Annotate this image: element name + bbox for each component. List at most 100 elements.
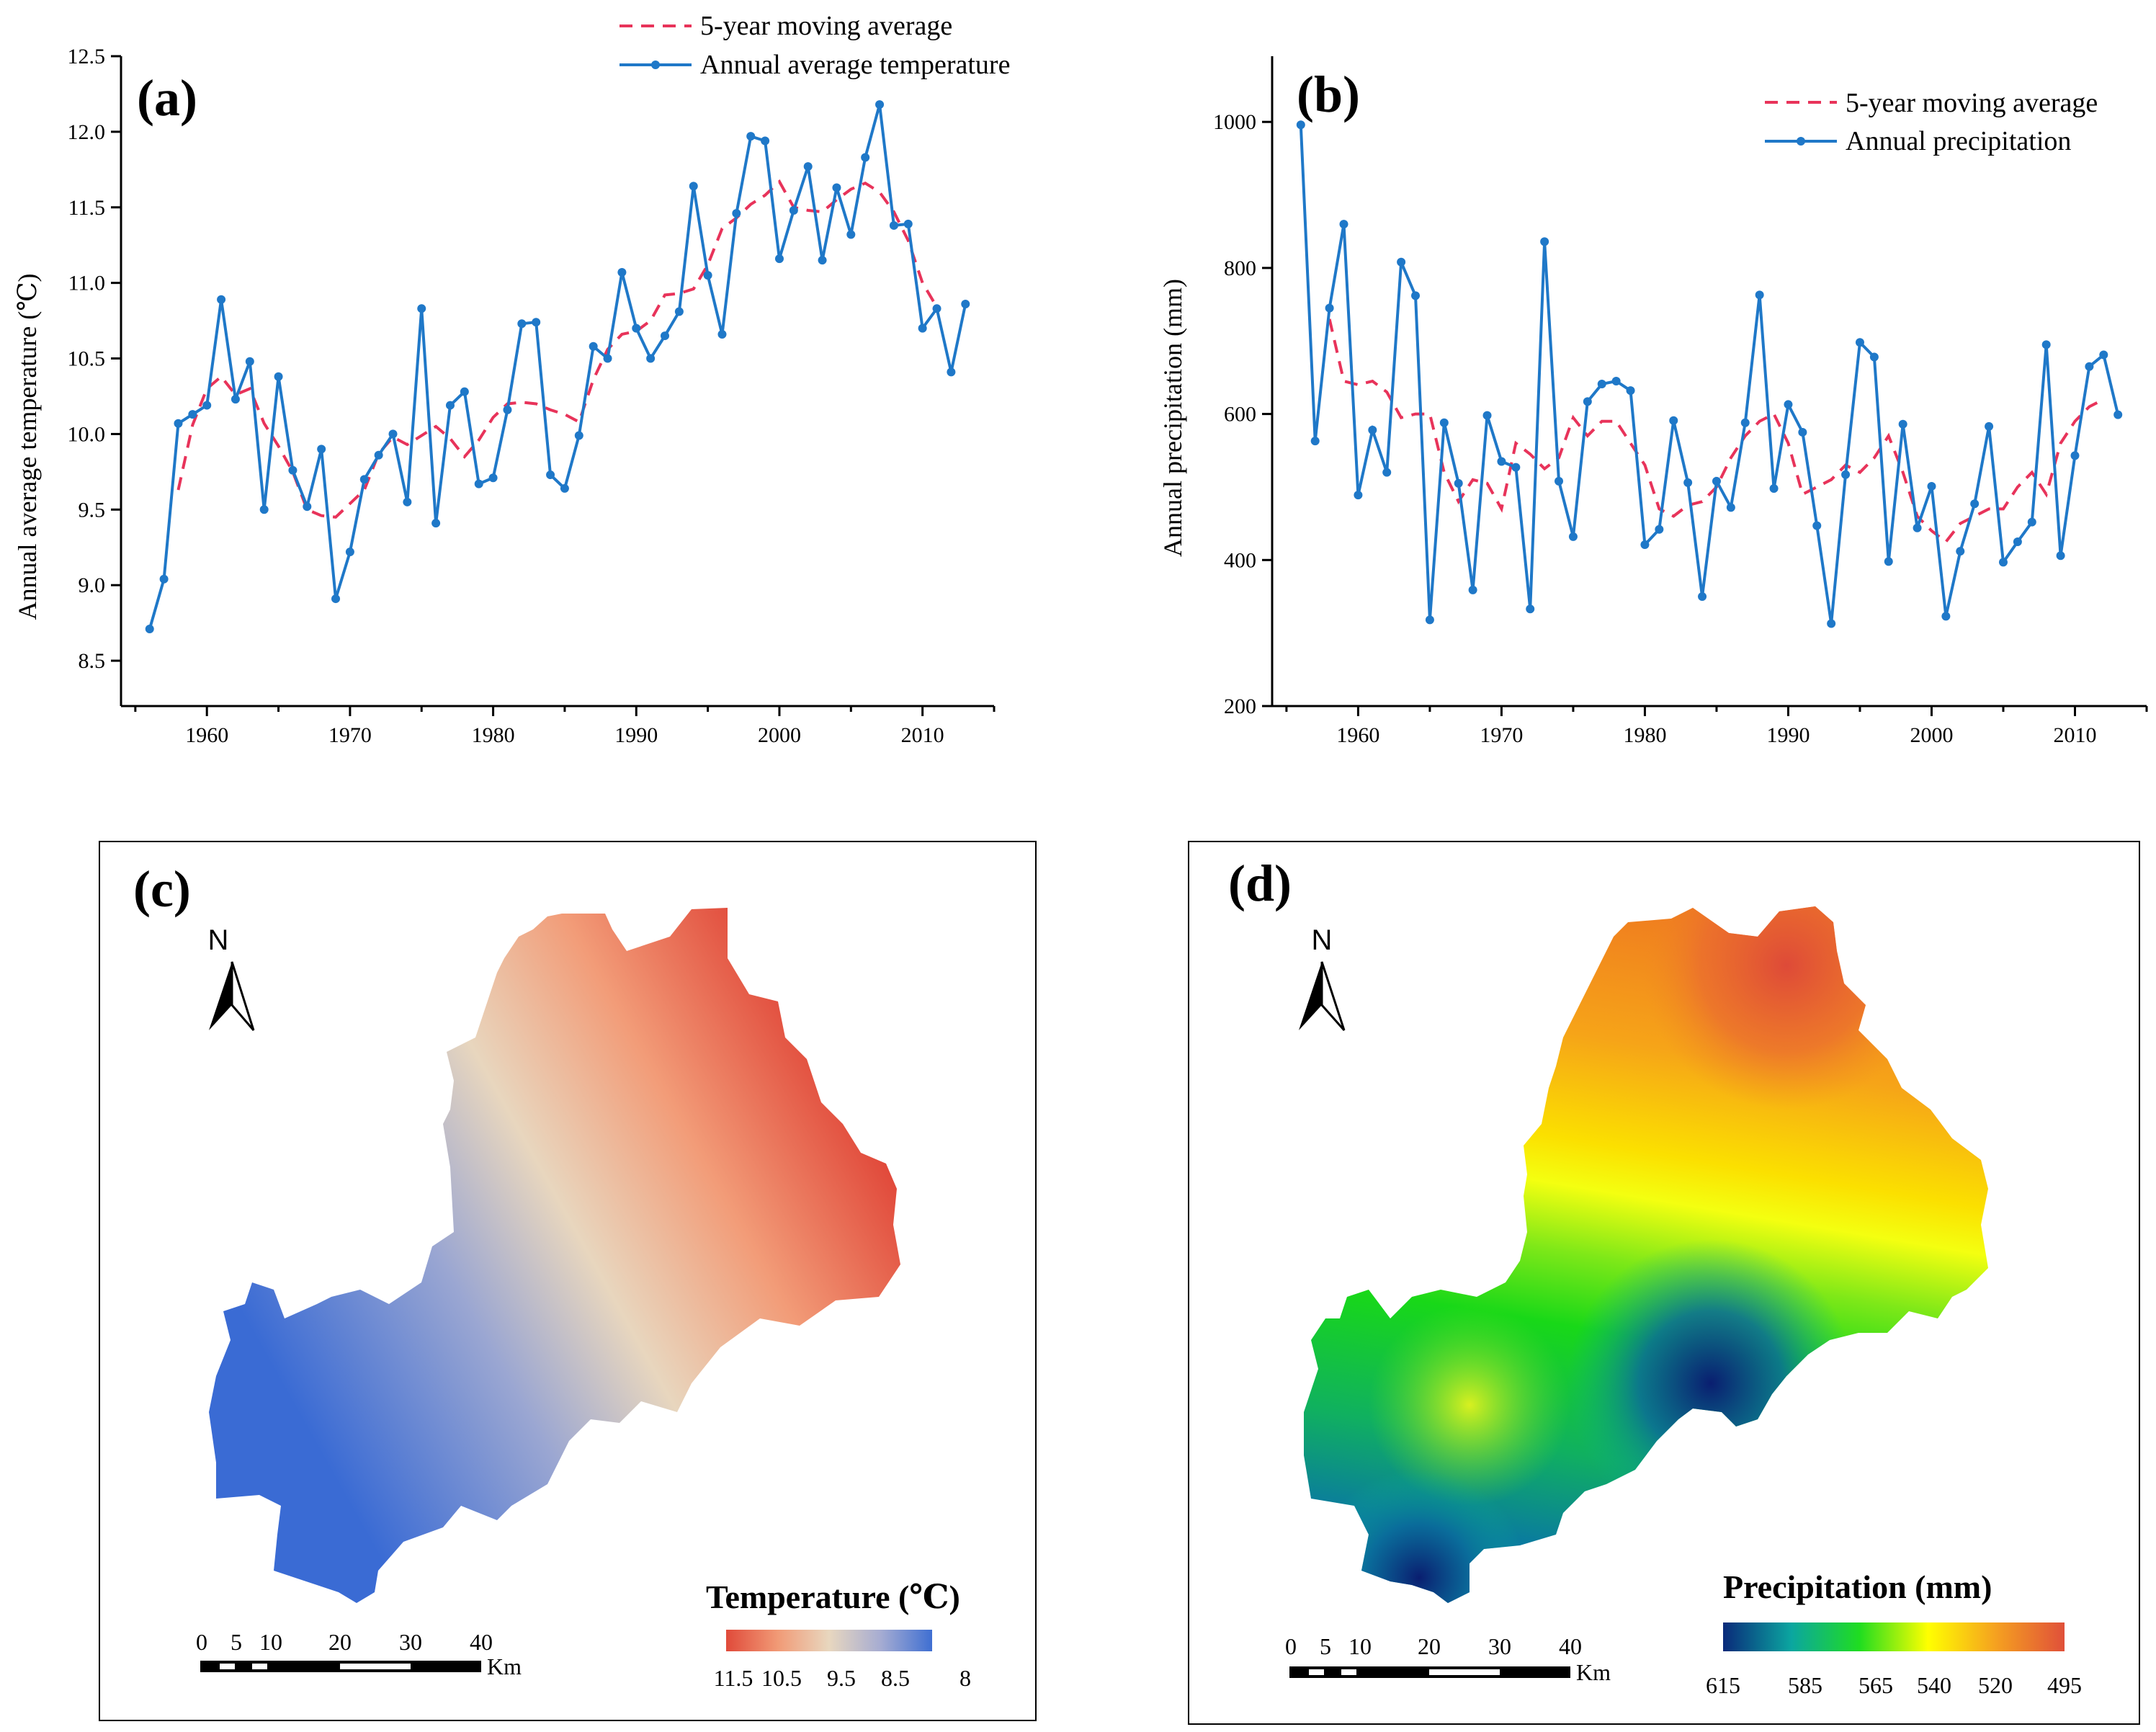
data-point (703, 271, 712, 280)
data-point (431, 519, 441, 528)
north-arrow-right-half-c (231, 961, 255, 1031)
data-point (1784, 400, 1793, 409)
data-point (717, 329, 727, 339)
data-point (217, 295, 226, 304)
data-point (1583, 397, 1592, 406)
y-tick-label: 200 (1224, 695, 1256, 718)
temperature-legend-tick-1: 10.5 (761, 1665, 802, 1691)
panel-label-c: (c) (133, 860, 191, 918)
data-point (903, 219, 913, 228)
temperature-map-frame (99, 841, 1037, 1721)
data-point (460, 387, 469, 396)
scale-bar-d: 0 5 10 20 30 40 Km (1285, 1633, 1611, 1685)
precipitation-legend: 5-year moving average Annual precipitati… (1765, 88, 2098, 156)
data-point (1310, 437, 1320, 446)
data-point (2056, 551, 2065, 561)
data-point (560, 483, 569, 493)
temperature-legend-tick-0: 11.5 (714, 1665, 753, 1691)
temperature-legend-tick-2: 9.5 (827, 1665, 856, 1691)
data-point (2041, 340, 2051, 349)
y-tick-label: 12.5 (68, 45, 106, 68)
data-point (503, 405, 512, 414)
precipitation-colorbar-ramp (1723, 1622, 2065, 1651)
data-point (188, 410, 197, 419)
y-tick-label: 12.0 (68, 120, 106, 144)
precipitation-legend-tick-4: 520 (1978, 1672, 2013, 1698)
north-label-c: N (208, 924, 229, 956)
legend-marker-annual-precipitation (1797, 137, 1805, 146)
data-point (589, 342, 598, 351)
data-point (789, 205, 798, 215)
data-point (331, 594, 341, 604)
data-point (1941, 612, 1951, 621)
scale-tick-c-40: 40 (470, 1629, 493, 1655)
data-point (803, 162, 813, 171)
annual-series-line (148, 104, 967, 630)
scale-unit-d: Km (1576, 1659, 1611, 1685)
data-point (2027, 517, 2036, 527)
y-tick-label: 11.0 (68, 272, 105, 295)
data-point (603, 354, 612, 363)
panel-label-a: (a) (137, 69, 197, 127)
data-point (1970, 499, 1980, 509)
precipitation-legend-title: Precipitation (mm) (1723, 1568, 1992, 1605)
data-point (303, 502, 312, 512)
y-tick-label: 800 (1224, 256, 1256, 280)
data-point (159, 574, 169, 584)
data-point (846, 230, 856, 239)
x-tick-label: 1980 (1623, 723, 1666, 747)
data-point (1712, 476, 1721, 486)
data-point (1841, 470, 1851, 479)
data-point (674, 307, 684, 316)
data-point (2013, 537, 2022, 546)
data-point (918, 323, 927, 333)
scale-bar-c: 0 5 10 20 30 40 Km (196, 1629, 522, 1679)
precipitation-legend-tick-3: 540 (1917, 1672, 1951, 1698)
scale-unit-c: Km (487, 1653, 522, 1679)
y-tick-label: 400 (1224, 548, 1256, 572)
temperature-legend: 5-year moving average Annual average tem… (619, 11, 1010, 80)
data-point (1354, 491, 1363, 500)
data-point (1325, 303, 1334, 313)
data-point (546, 470, 555, 480)
precipitation-legend-tick-2: 565 (1858, 1672, 1893, 1698)
data-point (274, 372, 283, 381)
temperature-legend-title: Temperature (℃) (706, 1579, 960, 1615)
data-point (774, 254, 784, 264)
y-tick-label: 11.5 (68, 196, 105, 220)
data-point (145, 625, 154, 634)
data-point (2099, 350, 2108, 360)
scale-tick-d-30: 30 (1488, 1633, 1511, 1659)
data-point (832, 183, 841, 192)
precipitation-chart-ticks: 200 400 600 800 1000 1960 1970 1980 1990 2000 2010 (1213, 110, 2148, 747)
data-point (947, 367, 956, 377)
legend-label-annual-temperature: Annual average temperature (700, 50, 1010, 80)
data-point (661, 331, 670, 341)
data-point (1439, 418, 1449, 427)
data-point (1368, 425, 1377, 434)
precipitation-legend-tick-5: 495 (2047, 1672, 2082, 1698)
data-point (932, 304, 941, 313)
data-point (1339, 220, 1348, 229)
precipitation-legend-tick-0: 615 (1706, 1672, 1740, 1698)
north-arrow-c: N (208, 924, 255, 1031)
data-point (1927, 481, 1936, 491)
scale-bar-gap-c-3 (340, 1664, 411, 1669)
data-point (1296, 120, 1305, 130)
x-tick-label: 1990 (1766, 723, 1810, 747)
precipitation-map-panel: (d) N 0 5 10 20 30 40 Km (1188, 841, 2140, 1725)
y-tick-label: 9.5 (79, 498, 106, 522)
data-point (1998, 558, 2008, 567)
data-point (1683, 478, 1693, 487)
data-point (1640, 540, 1650, 550)
data-point (245, 357, 254, 366)
legend-label-moving-average: 5-year moving average (700, 11, 952, 41)
north-arrow-left-half-c (209, 962, 232, 1030)
data-point (2085, 362, 2094, 371)
data-point (1468, 585, 1477, 594)
data-point (1884, 557, 1893, 566)
scale-tick-c-10: 10 (259, 1629, 282, 1655)
data-point (1511, 463, 1521, 472)
x-tick-label: 1970 (1480, 723, 1523, 747)
data-point (445, 401, 455, 410)
